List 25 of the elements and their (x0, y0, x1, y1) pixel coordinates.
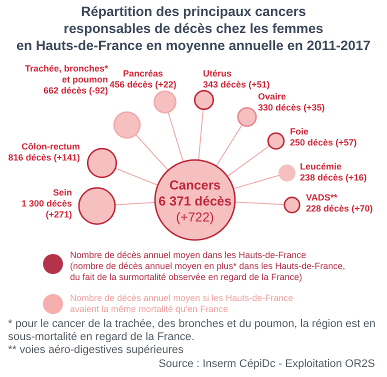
category-label: Leucémie (300, 161, 342, 172)
data-label: 238 décès (+16) (300, 172, 367, 182)
text: Nombre de décès annuel moyen si les Hauts-de-France avaient la même mortalité qu’en France (70, 293, 294, 315)
category-label: Utérus (203, 68, 232, 78)
category-label: Côlon-rectum (22, 141, 80, 152)
category-label: VADS** (306, 192, 338, 202)
text: Nombre de décès annuel moyen dans les Hauts-de-France (nombre de décès annuel moyen en plus* dans les Hauts-de-France, du fait de la surmortalité observée en regard de la France) (70, 250, 346, 283)
data-label: 6 371 décès (+722) (158, 194, 232, 225)
data-label: 228 décès (+70) (306, 203, 373, 214)
category-label: Cancers (169, 178, 221, 193)
text: * pour le cancer de la trachée, des bronches et du poumon, la région est en sous-mortalité en regard de la France. ** voies aéro-digestives supérieures (8, 318, 377, 357)
data-label: 1 300 décès (+271) (21, 198, 72, 220)
data-label: 456 décès (+22) (110, 79, 176, 90)
text: Répartition des principaux cancers responsables de décès chez les femmes en Hauts-de-France en moyenne annuelle en 2011-2017 (15, 3, 372, 54)
category-label: Pancréas (122, 68, 164, 78)
category-label: Sein (52, 187, 72, 198)
source-note: Source : Inserm CépiDc - Exploitation OR2S (158, 358, 375, 371)
data-label: 816 décès (+141) (8, 152, 80, 162)
data-label: 250 décès (+57) (290, 137, 357, 148)
data-label: 662 décès (-92) (43, 85, 108, 96)
data-label: 330 décès (+35) (258, 102, 325, 112)
category-label: Ovaire (258, 91, 286, 102)
data-label: 343 décès (+51) (203, 79, 270, 90)
category-label: Foie (290, 126, 309, 136)
category-label: Trachée, bronches* et poumon (24, 63, 108, 84)
